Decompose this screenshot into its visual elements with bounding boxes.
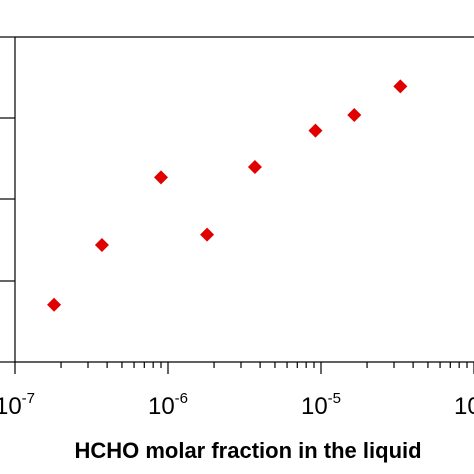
data-point bbox=[347, 108, 362, 122]
data-point bbox=[247, 160, 262, 174]
x-tick-label: 10-5 bbox=[301, 390, 341, 420]
data-point bbox=[153, 170, 168, 185]
x-axis-tick-labels: 10-7 10-6 10-5 10-4 bbox=[0, 390, 474, 420]
data-point bbox=[393, 79, 408, 94]
data-point bbox=[94, 238, 109, 252]
x-tick-label: 10-6 bbox=[148, 390, 188, 420]
x-tick-label: 10-4 bbox=[454, 390, 474, 420]
x-axis-title: HCHO molar fraction in the liquid bbox=[74, 438, 421, 463]
data-point bbox=[47, 297, 62, 312]
x-axis-ticks bbox=[14, 362, 474, 374]
data-point bbox=[200, 227, 215, 242]
data-point bbox=[308, 123, 323, 138]
y-axis-ticks bbox=[0, 36, 15, 363]
x-tick-label: 10-7 bbox=[0, 390, 35, 420]
data-points bbox=[47, 79, 408, 312]
